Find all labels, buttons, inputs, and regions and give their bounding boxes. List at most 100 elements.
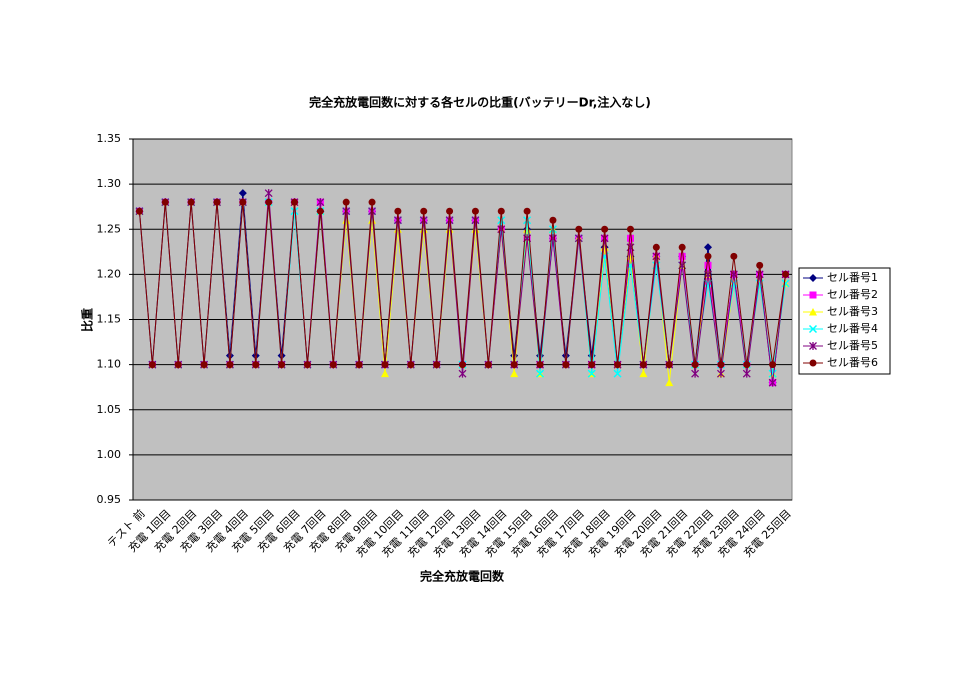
legend-marker — [809, 308, 817, 316]
legend-label: セル番号1 — [827, 271, 878, 284]
y-tick-label: 1.20 — [97, 267, 122, 280]
marker — [497, 225, 506, 234]
marker — [316, 207, 324, 215]
marker — [743, 361, 751, 369]
legend-marker — [809, 359, 817, 367]
marker — [523, 207, 531, 215]
y-axis-label: 比重 — [80, 308, 95, 332]
y-tick-label: 0.95 — [97, 493, 122, 506]
y-tick-label: 1.05 — [97, 403, 122, 416]
marker — [420, 207, 428, 215]
marker — [781, 279, 790, 288]
marker — [316, 198, 325, 207]
marker — [756, 261, 764, 269]
marker — [665, 378, 674, 387]
legend-label: セル番号2 — [827, 288, 878, 301]
chart-title: 完全充放電回数に対する各セルの比重(バッテリーDr,注入なし) — [309, 95, 651, 110]
marker — [536, 361, 544, 369]
marker — [252, 361, 260, 369]
marker — [588, 361, 596, 369]
legend — [798, 267, 891, 375]
marker — [265, 198, 273, 206]
y-tick-label: 1.00 — [97, 448, 122, 461]
marker — [639, 369, 648, 378]
marker — [187, 198, 195, 206]
marker — [562, 361, 570, 369]
marker — [251, 351, 260, 360]
marker — [277, 351, 286, 360]
marker — [238, 189, 247, 198]
legend-label: セル番号3 — [827, 305, 878, 318]
marker — [510, 369, 519, 378]
marker — [587, 369, 596, 378]
marker — [393, 216, 402, 225]
marker — [523, 216, 532, 225]
marker — [768, 369, 777, 378]
marker — [614, 361, 622, 369]
marker — [742, 369, 751, 378]
marker — [303, 361, 311, 369]
legend-label: セル番号4 — [827, 322, 878, 335]
legend-marker — [809, 342, 817, 350]
marker — [342, 198, 350, 206]
marker — [368, 207, 377, 216]
marker — [769, 361, 777, 369]
marker — [471, 207, 479, 215]
marker — [497, 216, 506, 225]
marker — [691, 369, 700, 378]
marker — [600, 234, 609, 243]
marker — [484, 361, 492, 369]
y-tick-label: 1.25 — [97, 222, 122, 235]
marker — [716, 369, 725, 378]
marker — [226, 361, 234, 369]
y-tick-label: 1.15 — [97, 313, 122, 326]
marker — [135, 207, 143, 215]
marker — [729, 279, 738, 288]
marker — [225, 351, 234, 360]
y-tick-label: 1.30 — [97, 177, 122, 190]
marker — [394, 207, 402, 215]
marker — [290, 207, 299, 216]
marker — [329, 361, 337, 369]
y-tick-label: 1.10 — [97, 358, 122, 371]
marker — [471, 216, 480, 225]
marker — [239, 198, 247, 206]
marker — [407, 361, 415, 369]
marker — [704, 243, 713, 252]
legend-marker — [808, 324, 818, 334]
marker — [161, 198, 169, 206]
marker — [446, 207, 454, 215]
marker — [380, 369, 389, 378]
marker — [717, 361, 725, 369]
marker — [704, 252, 712, 260]
marker — [575, 225, 583, 233]
marker — [459, 361, 466, 369]
marker — [264, 189, 273, 198]
marker — [419, 216, 428, 225]
marker — [535, 369, 545, 378]
legend-marker — [809, 291, 817, 299]
y-tick-label: 1.35 — [97, 132, 122, 145]
marker — [601, 225, 609, 233]
marker — [561, 351, 570, 360]
marker — [510, 361, 518, 369]
legend-marker — [809, 274, 817, 282]
marker — [652, 252, 661, 261]
marker — [548, 225, 557, 234]
marker — [548, 234, 557, 243]
marker — [626, 252, 635, 260]
marker — [652, 243, 660, 251]
marker — [678, 252, 686, 260]
marker — [626, 234, 634, 242]
x-axis-label: 完全充放電回数 — [420, 569, 505, 584]
marker — [730, 252, 738, 260]
marker — [342, 207, 351, 216]
marker — [381, 361, 389, 369]
marker — [782, 270, 790, 278]
marker — [691, 361, 699, 369]
legend-label: セル番号6 — [827, 356, 878, 369]
marker — [433, 361, 441, 369]
marker — [213, 198, 221, 206]
marker — [148, 361, 156, 369]
